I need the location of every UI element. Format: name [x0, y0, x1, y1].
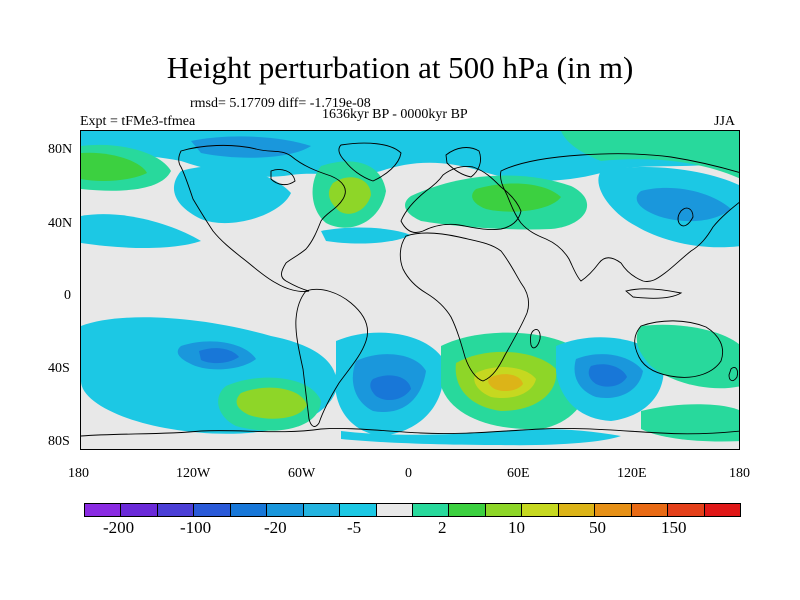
- new-zealand-coast: [728, 366, 738, 382]
- legend-swatch: [484, 503, 523, 517]
- greenland-coast: [338, 142, 402, 182]
- legend-label-neg200: -200: [103, 518, 135, 537]
- australia-positive: [636, 324, 739, 389]
- x-tick-120e: 120E: [617, 466, 647, 481]
- legend-swatch: [703, 503, 741, 517]
- legend-swatch: [594, 503, 632, 517]
- legend-swatch: [448, 503, 486, 517]
- period-label: 1636kyr BP - 0000kyr BP: [322, 107, 468, 122]
- x-tick-180-left: 180: [68, 466, 89, 481]
- north-america-coast: [178, 144, 346, 292]
- legend-label-neg20: -20: [264, 518, 287, 537]
- height-field: [81, 131, 739, 446]
- legend-swatch: [193, 503, 231, 517]
- x-tick-60w: 60W: [288, 466, 316, 481]
- legend-swatch: [375, 503, 413, 517]
- legend-swatch: [156, 503, 195, 517]
- south-america-coast: [295, 288, 368, 427]
- africa-coast: [399, 232, 530, 382]
- x-tick-180-right: 180: [729, 466, 750, 481]
- legend-swatch: [630, 503, 669, 517]
- asia-coast: [500, 153, 739, 282]
- legend-label-neg100: -100: [180, 518, 212, 537]
- pacific-negative: [173, 166, 291, 224]
- scandinavia-coast: [445, 147, 482, 178]
- x-tick-0: 0: [405, 466, 412, 481]
- s-atlantic-deep: [370, 375, 411, 401]
- legend-label-neg5: -5: [347, 518, 362, 537]
- legend-swatch: [302, 503, 341, 517]
- antarctic-band-negative: [341, 428, 621, 446]
- asia-negative-core: [636, 187, 731, 222]
- mid-band-negative: [81, 214, 201, 248]
- y-tick-40s: 40S: [48, 361, 70, 376]
- experiment-label: Expt = tFMe3-tfmea: [80, 114, 196, 129]
- legend-swatch: [521, 503, 559, 517]
- chile-positive-core: [236, 387, 307, 419]
- australia-coast: [634, 320, 724, 378]
- legend-swatch: [339, 503, 377, 517]
- y-tick-0: 0: [64, 288, 71, 303]
- season-label: JJA: [714, 114, 736, 129]
- stats-line: rmsd= 5.17709 diff= -1.719e-08: [190, 96, 371, 111]
- y-tick-80n: 80N: [48, 142, 73, 157]
- legend-swatch: [266, 503, 304, 517]
- indonesia-coast: [625, 288, 683, 299]
- x-tick-120w: 120W: [176, 466, 211, 481]
- hudson-bay: [270, 169, 296, 186]
- y-tick-40n: 40N: [48, 216, 73, 231]
- coastlines: [81, 142, 739, 437]
- map-panel: [80, 130, 740, 450]
- legend-swatch: [229, 503, 268, 517]
- europe-coast: [400, 166, 522, 233]
- antarctica-coast: [81, 428, 739, 437]
- color-legend-bar: [84, 503, 741, 517]
- y-tick-80s: 80S: [48, 434, 70, 449]
- legend-swatch: [557, 503, 596, 517]
- legend-swatch: [667, 503, 705, 517]
- south-pacific-deep: [199, 348, 239, 364]
- legend-label-2: 2: [438, 518, 447, 537]
- nw-positive-core: [81, 152, 147, 181]
- madagascar-coast: [529, 328, 541, 349]
- x-tick-60e: 60E: [507, 466, 530, 481]
- atlantic-positive-core: [328, 177, 371, 214]
- legend-swatch: [84, 503, 122, 517]
- japan-coast: [677, 207, 694, 227]
- legend-swatch: [412, 503, 450, 517]
- s-indian-deep: [588, 364, 627, 387]
- contour-map: [81, 131, 739, 446]
- legend-label-10: 10: [508, 518, 525, 537]
- legend-label-150: 150: [661, 518, 687, 537]
- legend-label-50: 50: [589, 518, 606, 537]
- legend-swatch: [120, 503, 158, 517]
- southern-ocean-positive: [641, 404, 739, 442]
- plot-title: Height perturbation at 500 hPa (in m): [166, 50, 634, 85]
- tropical-negative: [321, 227, 411, 244]
- indian-positive-max: [488, 374, 523, 392]
- europe-positive-core: [472, 183, 561, 212]
